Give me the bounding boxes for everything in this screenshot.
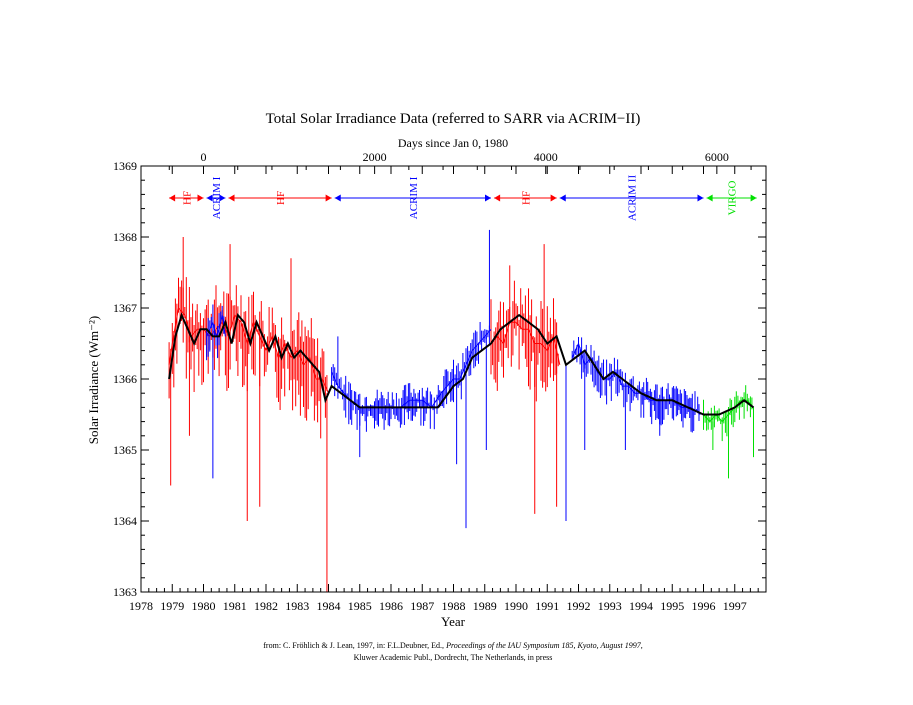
period-hf-arrow-right xyxy=(325,194,332,202)
x-tick-label: 1988 xyxy=(442,599,466,613)
period-acrim-ii-arrow-left xyxy=(559,194,566,202)
x-tick-label: 1986 xyxy=(379,599,403,613)
period-hf: HF xyxy=(228,191,332,205)
period-acrim-i-arrow-right xyxy=(219,194,226,202)
x-tick-label: 1983 xyxy=(285,599,309,613)
citation-line-2: Kluwer Academic Publ., Dordrecht, The Ne… xyxy=(354,653,553,662)
x-tick-label: 1979 xyxy=(160,599,184,613)
x-tick-label: 1997 xyxy=(723,599,747,613)
period-virgo-arrow-left xyxy=(706,194,713,202)
period-acrim-i: ACRIM I xyxy=(206,176,226,219)
period-hf-label: HF xyxy=(181,191,193,205)
x-tick-label: 1978 xyxy=(129,599,153,613)
period-acrim-i-label: ACRIM I xyxy=(408,176,420,219)
x-tick-label: 1989 xyxy=(473,599,497,613)
period-virgo-label: VIRGO xyxy=(727,180,739,215)
top-tick-label: 0 xyxy=(201,150,207,164)
top-tick-label: 2000 xyxy=(363,150,387,164)
x-tick-label: 1994 xyxy=(629,599,653,613)
period-hf: HF xyxy=(169,191,204,205)
x-tick-label: 1991 xyxy=(535,599,559,613)
period-hf-arrow-left xyxy=(494,194,501,202)
x-tick-label: 1982 xyxy=(254,599,278,613)
y-tick-label: 1364 xyxy=(113,514,137,528)
x-tick-label: 1984 xyxy=(317,599,341,613)
y-tick-label: 1365 xyxy=(113,443,137,457)
x-tick-label: 1980 xyxy=(192,599,216,613)
period-acrim-i: ACRIM I xyxy=(334,176,491,219)
period-hf-arrow-right xyxy=(197,194,204,202)
x-tick-label: 1981 xyxy=(223,599,247,613)
period-hf-label: HF xyxy=(275,191,287,205)
y-tick-label: 1363 xyxy=(113,585,137,599)
citation-authors: from: C. Fröhlich & J. Lean, 1997, in: F… xyxy=(263,641,446,650)
top-tick-label: 6000 xyxy=(705,150,729,164)
x-tick-label: 1996 xyxy=(692,599,716,613)
period-acrim-i-arrow-right xyxy=(485,194,491,202)
x-tick-label: 1990 xyxy=(504,599,528,613)
composite-series-line xyxy=(168,312,755,416)
period-hf-arrow-left xyxy=(169,194,176,202)
period-acrim-i-arrow-left xyxy=(206,194,213,202)
x-tick-label: 1995 xyxy=(660,599,684,613)
period-hf-arrow-left xyxy=(228,194,235,202)
y-axis-title: Solar Irradiance (Wm⁻²) xyxy=(86,316,101,444)
period-hf: HF xyxy=(494,191,557,205)
x-tick-label: 1987 xyxy=(410,599,434,613)
period-virgo: VIRGO xyxy=(706,180,757,215)
period-acrim-ii-label: ACRIM II xyxy=(627,175,639,221)
y-tick-label: 1369 xyxy=(113,159,137,173)
x-axis-title: Year xyxy=(441,614,466,629)
x-tick-label: 1992 xyxy=(567,599,591,613)
axes: 1978 1979 1980 1981 1982 1983 1984 1985 1986 1987… xyxy=(113,150,766,613)
top-axis-label: Days since Jan 0, 1980 xyxy=(398,136,508,150)
y-tick-label: 1366 xyxy=(113,372,137,386)
citation-comma: , xyxy=(641,641,643,650)
chart-title: Total Solar Irradiance Data (referred to… xyxy=(266,111,641,127)
x-tick-label: 1993 xyxy=(598,599,622,613)
period-hf-label: HF xyxy=(520,191,532,205)
y-tick-label: 1368 xyxy=(113,230,137,244)
period-hf-arrow-right xyxy=(550,194,557,202)
x-tick-label: 1985 xyxy=(348,599,372,613)
period-virgo-arrow-right xyxy=(750,194,757,202)
period-acrim-ii: ACRIM II xyxy=(559,175,704,221)
period-acrim-i-label: ACRIM I xyxy=(211,176,223,219)
top-tick-label: 4000 xyxy=(534,150,558,164)
plot-area: HF ACRIM I HF ACRIM I HF ACRIM II VIRGO xyxy=(168,175,757,592)
period-acrim-i-arrow-left xyxy=(334,194,341,202)
hf-series-line xyxy=(490,321,561,365)
period-acrim-ii-arrow-right xyxy=(697,194,704,202)
citation-proceedings: Proceedings of the IAU Symposium 185, Ky… xyxy=(445,641,642,650)
y-tick-label: 1367 xyxy=(113,301,137,315)
citation-line-1: from: C. Fröhlich & J. Lean, 1997, in: F… xyxy=(263,641,642,650)
